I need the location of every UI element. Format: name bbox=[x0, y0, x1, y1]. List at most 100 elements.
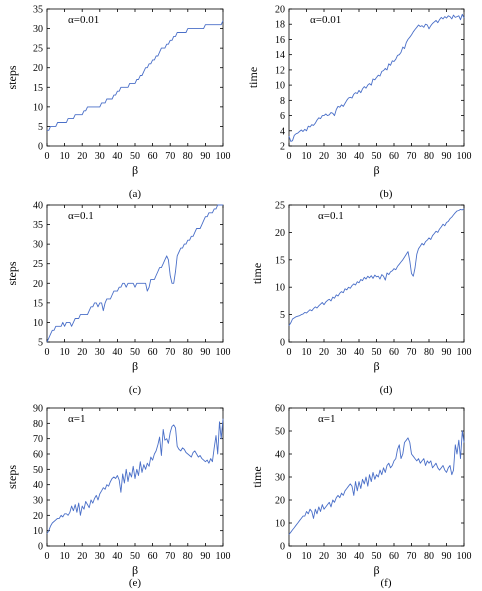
x-tick-label: 30 bbox=[337, 551, 347, 562]
x-tick-label: 80 bbox=[183, 151, 193, 162]
y-axis-label: time bbox=[246, 67, 260, 88]
series-line bbox=[288, 430, 465, 535]
y-tick-label: 10 bbox=[275, 81, 285, 92]
y-tick-label: 5 bbox=[280, 310, 285, 321]
x-tick-label: 50 bbox=[372, 151, 382, 162]
chart-panel-4: 0 10 20 30 40 50 60 70 80 90 100 0 5 10 15 20 25 α=0.1 β ti… bbox=[250, 201, 472, 397]
x-tick-label: 40 bbox=[112, 551, 122, 562]
x-tick-label: 30 bbox=[95, 551, 105, 562]
y-tick-label: 6 bbox=[280, 111, 285, 122]
x-tick-label: 40 bbox=[112, 151, 122, 162]
x-tick-label: 0 bbox=[287, 551, 292, 562]
y-tick-label: 15 bbox=[275, 255, 285, 266]
plot-frame bbox=[288, 407, 465, 547]
y-tick-label: 80 bbox=[33, 419, 43, 430]
panel-caption: (e) bbox=[129, 577, 142, 589]
y-tick-label: 50 bbox=[275, 427, 285, 438]
x-tick-label: 20 bbox=[77, 347, 87, 358]
y-tick-label: 18 bbox=[275, 20, 285, 31]
x-tick-label: 30 bbox=[337, 151, 347, 162]
panel-caption: (a) bbox=[129, 188, 142, 200]
x-axis-label: β bbox=[132, 359, 138, 373]
y-tick-label: 90 bbox=[33, 404, 43, 415]
x-tick-label: 50 bbox=[372, 347, 382, 358]
x-tick-label: 60 bbox=[389, 551, 399, 562]
y-tick-label: 5 bbox=[38, 122, 43, 133]
y-tick-label: 40 bbox=[275, 450, 285, 461]
y-tick-label: 25 bbox=[275, 201, 285, 212]
y-axis-label: time bbox=[250, 466, 264, 487]
x-tick-label: 10 bbox=[60, 347, 70, 358]
y-tick-label: 35 bbox=[33, 5, 43, 16]
y-tick-label: 2 bbox=[280, 142, 285, 153]
y-tick-label: 30 bbox=[33, 24, 43, 35]
x-tick-label: 70 bbox=[165, 347, 175, 358]
y-tick-label: 5 bbox=[38, 338, 43, 349]
y-tick-label: 10 bbox=[33, 318, 43, 329]
x-tick-label: 100 bbox=[216, 347, 231, 358]
chart-panel-1: 0 10 20 30 40 50 60 70 80 90 100 0 5 10 15 20 25 30 35 α=0.… bbox=[5, 5, 231, 201]
x-tick-label: 20 bbox=[319, 347, 329, 358]
series-line bbox=[47, 20, 224, 131]
x-tick-label: 100 bbox=[457, 151, 472, 162]
y-tick-label: 8 bbox=[280, 96, 285, 107]
chart-panel-2: 0 10 20 30 40 50 60 70 80 90 100 2 4 6 8 10 12 14 16 18 20 α=… bbox=[246, 5, 472, 201]
y-tick-label: 0 bbox=[38, 142, 43, 153]
x-axis-label: β bbox=[373, 359, 379, 373]
panel-caption: (b) bbox=[380, 188, 393, 200]
x-tick-label: 50 bbox=[372, 551, 382, 562]
y-axis-label: time bbox=[250, 263, 264, 284]
x-tick-label: 80 bbox=[424, 551, 434, 562]
x-tick-label: 50 bbox=[130, 551, 140, 562]
y-tick-label: 0 bbox=[280, 542, 285, 553]
x-tick-label: 90 bbox=[442, 151, 452, 162]
series-line bbox=[288, 208, 465, 326]
alpha-annotation: α=1 bbox=[318, 413, 335, 425]
x-tick-label: 40 bbox=[112, 347, 122, 358]
x-tick-label: 20 bbox=[77, 151, 87, 162]
x-tick-label: 0 bbox=[287, 151, 292, 162]
x-tick-label: 70 bbox=[407, 151, 417, 162]
x-tick-label: 70 bbox=[407, 551, 417, 562]
y-tick-label: 0 bbox=[38, 542, 43, 553]
x-tick-label: 40 bbox=[354, 347, 364, 358]
y-tick-label: 60 bbox=[275, 404, 285, 415]
y-tick-label: 10 bbox=[275, 519, 285, 530]
x-axis-label: β bbox=[373, 563, 379, 577]
y-tick-label: 50 bbox=[33, 465, 43, 476]
x-tick-label: 100 bbox=[216, 151, 231, 162]
y-tick-label: 30 bbox=[33, 240, 43, 251]
x-tick-label: 80 bbox=[183, 551, 193, 562]
x-tick-label: 10 bbox=[302, 151, 312, 162]
x-tick-label: 90 bbox=[200, 151, 210, 162]
y-tick-label: 20 bbox=[275, 228, 285, 239]
y-tick-label: 10 bbox=[275, 283, 285, 294]
y-tick-label: 25 bbox=[33, 44, 43, 55]
y-tick-label: 35 bbox=[33, 220, 43, 231]
x-tick-label: 60 bbox=[148, 151, 158, 162]
alpha-annotation: α=0.01 bbox=[310, 14, 341, 26]
y-tick-label: 4 bbox=[280, 126, 285, 137]
x-tick-label: 0 bbox=[45, 347, 50, 358]
y-tick-label: 30 bbox=[275, 473, 285, 484]
y-tick-label: 40 bbox=[33, 480, 43, 491]
series-line bbox=[46, 418, 224, 534]
y-axis-label: steps bbox=[5, 261, 19, 285]
x-tick-label: 80 bbox=[424, 347, 434, 358]
panel-caption: (c) bbox=[129, 384, 142, 396]
y-axis-label: steps bbox=[5, 65, 19, 89]
plot-frame bbox=[288, 204, 465, 343]
x-tick-label: 30 bbox=[95, 151, 105, 162]
x-axis-label: β bbox=[373, 163, 379, 177]
x-tick-label: 30 bbox=[337, 347, 347, 358]
alpha-annotation: α=0.1 bbox=[68, 210, 94, 222]
x-tick-label: 100 bbox=[216, 551, 231, 562]
panel-caption: (d) bbox=[380, 384, 393, 396]
y-tick-label: 14 bbox=[275, 50, 285, 61]
x-axis-label: β bbox=[132, 563, 138, 577]
x-tick-label: 90 bbox=[200, 347, 210, 358]
y-tick-label: 20 bbox=[33, 511, 43, 522]
x-tick-label: 0 bbox=[45, 551, 50, 562]
x-tick-label: 10 bbox=[302, 347, 312, 358]
x-tick-label: 100 bbox=[457, 551, 472, 562]
